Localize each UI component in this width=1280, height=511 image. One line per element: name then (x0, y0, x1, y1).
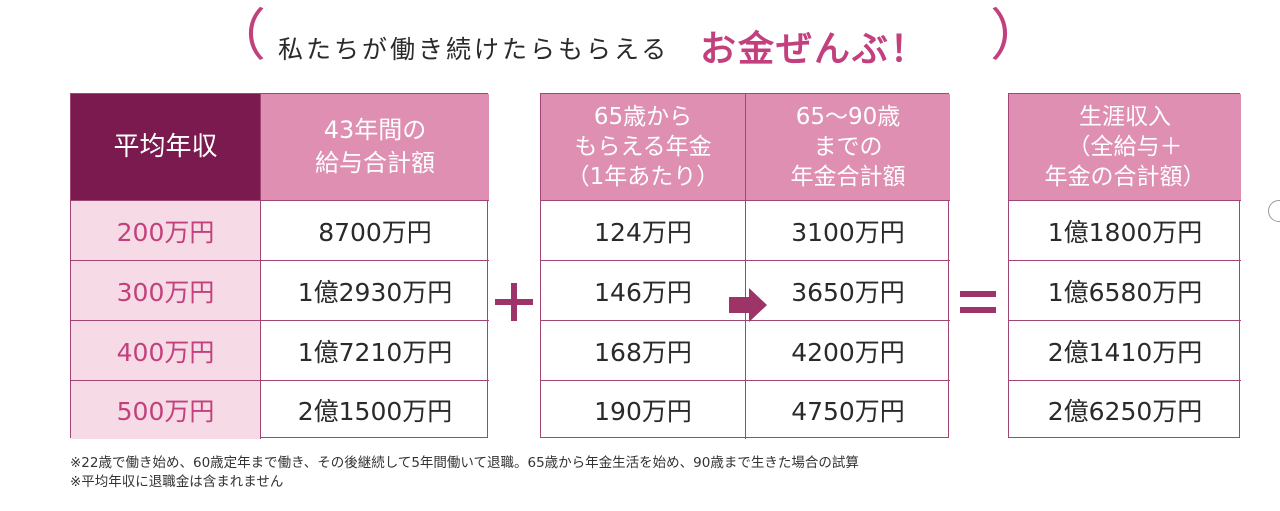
pension-total-cell: 3650万円 (746, 261, 950, 321)
pension-cell: 124万円 (541, 201, 746, 261)
header-salary-total: 43年間の 給与合計額 (261, 94, 489, 201)
pension-cell: 146万円 (541, 261, 746, 321)
pension-total-cell: 4200万円 (746, 321, 950, 381)
title-main: 私たちが働き続けたらもらえる (278, 35, 670, 64)
salary-total-cell: 8700万円 (261, 201, 489, 261)
edge-circle-mark (1268, 200, 1280, 222)
salary-total-cell: 2億1500万円 (297, 397, 453, 426)
title-paren-right: ） (990, 4, 1046, 69)
salary-cell: 400万円 (71, 321, 261, 381)
salary-cell: 300万円 (71, 261, 261, 321)
lifetime-income-cell: 1億6580万円 (1009, 261, 1241, 321)
salary-cell: 200万円 (71, 201, 261, 261)
title-banner: （ 私たちが働き続けたらもらえる お金ぜんぶ！ ） (0, 0, 1280, 80)
footnote: ※平均年収に退職金は含まれません (70, 474, 284, 490)
header-pension-per-year: 65歳から もらえる年金 （1年あたり） (541, 94, 746, 201)
lifetime-income-cell: 2億6250万円 (1047, 397, 1203, 426)
header-pension-total: 65〜90歳 までの 年金合計額 (746, 94, 950, 201)
lifetime-income-cell: 2億1410万円 (1009, 321, 1241, 381)
salary-total-cell: 1億7210万円 (261, 321, 489, 381)
pension-cell: 190万円 (541, 381, 746, 439)
lifetime-income-cell: 1億1800万円 (1009, 201, 1241, 261)
salary-total-cell: 1億2930万円 (261, 261, 489, 321)
pension-cell: 168万円 (541, 321, 746, 381)
pension-total-cell: 3100万円 (746, 201, 950, 261)
equals-icon (960, 291, 996, 315)
title-accent: お金ぜんぶ！ (700, 29, 929, 70)
title-paren-left: （ (210, 4, 266, 69)
pension-total-cell: 4750万円 (791, 397, 905, 426)
header-lifetime-income: 生涯収入 （全給与＋ 年金の合計額） (1009, 94, 1241, 201)
salary-table: 平均年収 43年間の 給与合計額 200万円 8700万円 300万円 1億29… (70, 93, 489, 439)
right-arrow-icon (729, 288, 767, 322)
footnotes: ※22歳で働き始め、60歳定年まで働き、その後継続して5年間働いて退職。65歳か… (70, 454, 859, 492)
footnote: ※22歳で働き始め、60歳定年まで働き、その後継続して5年間働いて退職。65歳か… (70, 455, 859, 471)
pension-table: 65歳から もらえる年金 （1年あたり） 65〜90歳 までの 年金合計額 12… (540, 93, 950, 439)
plus-icon (495, 283, 533, 321)
salary-cell: 500万円 (71, 381, 261, 439)
header-average-salary: 平均年収 (71, 94, 261, 201)
lifetime-income-table: 生涯収入 （全給与＋ 年金の合計額） 1億1800万円 1億6580万円 2億1… (1008, 93, 1241, 438)
